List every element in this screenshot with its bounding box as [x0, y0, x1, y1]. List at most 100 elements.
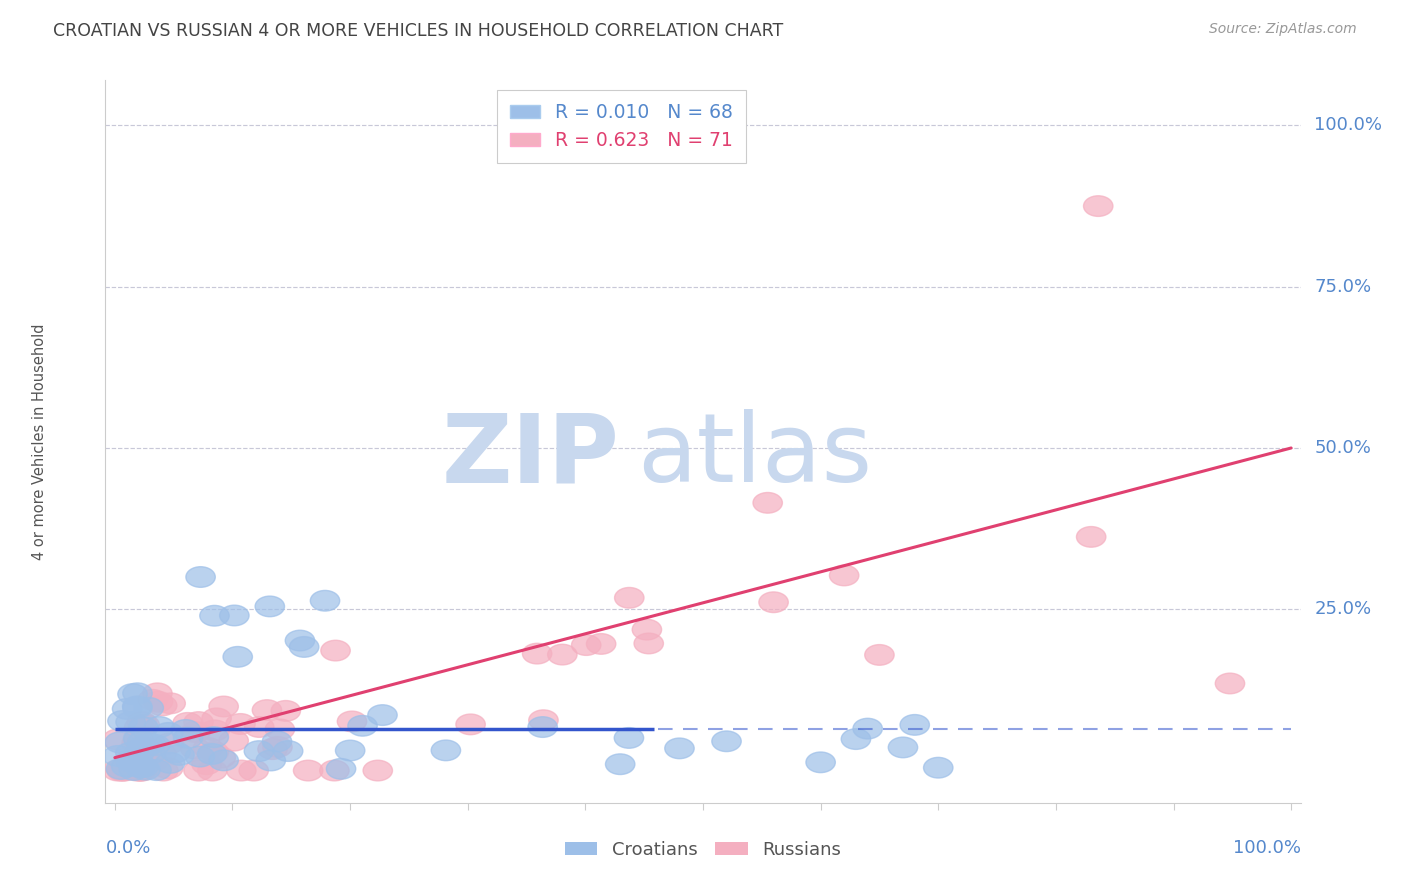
- Ellipse shape: [634, 633, 664, 654]
- Ellipse shape: [112, 698, 142, 719]
- Ellipse shape: [830, 566, 859, 586]
- Ellipse shape: [263, 731, 291, 752]
- Ellipse shape: [263, 737, 292, 757]
- Ellipse shape: [149, 760, 179, 780]
- Ellipse shape: [184, 760, 214, 780]
- Ellipse shape: [142, 760, 172, 780]
- Ellipse shape: [759, 592, 789, 613]
- Ellipse shape: [200, 606, 229, 626]
- Ellipse shape: [172, 720, 201, 740]
- Ellipse shape: [153, 723, 183, 743]
- Ellipse shape: [173, 728, 202, 748]
- Ellipse shape: [853, 718, 883, 739]
- Ellipse shape: [432, 740, 461, 761]
- Ellipse shape: [200, 720, 229, 740]
- Ellipse shape: [180, 739, 209, 759]
- Ellipse shape: [129, 747, 159, 767]
- Text: 4 or more Vehicles in Household: 4 or more Vehicles in Household: [32, 323, 48, 560]
- Ellipse shape: [271, 700, 301, 722]
- Ellipse shape: [127, 760, 156, 780]
- Text: 0.0%: 0.0%: [105, 838, 150, 857]
- Text: 50.0%: 50.0%: [1315, 439, 1371, 457]
- Ellipse shape: [200, 727, 229, 747]
- Ellipse shape: [156, 693, 186, 714]
- Ellipse shape: [160, 742, 190, 763]
- Ellipse shape: [108, 760, 138, 780]
- Ellipse shape: [105, 732, 135, 753]
- Ellipse shape: [368, 705, 396, 725]
- Ellipse shape: [198, 760, 226, 780]
- Ellipse shape: [841, 729, 870, 749]
- Ellipse shape: [321, 640, 350, 661]
- Ellipse shape: [124, 752, 153, 773]
- Text: CROATIAN VS RUSSIAN 4 OR MORE VEHICLES IN HOUSEHOLD CORRELATION CHART: CROATIAN VS RUSSIAN 4 OR MORE VEHICLES I…: [53, 22, 783, 40]
- Ellipse shape: [571, 635, 600, 656]
- Ellipse shape: [256, 750, 285, 771]
- Ellipse shape: [1084, 195, 1114, 217]
- Ellipse shape: [103, 760, 132, 780]
- Ellipse shape: [131, 738, 160, 758]
- Ellipse shape: [111, 756, 141, 777]
- Ellipse shape: [105, 759, 135, 780]
- Ellipse shape: [181, 722, 211, 742]
- Text: 75.0%: 75.0%: [1315, 277, 1372, 296]
- Ellipse shape: [1077, 526, 1107, 547]
- Ellipse shape: [155, 733, 184, 754]
- Ellipse shape: [347, 715, 377, 736]
- Ellipse shape: [122, 696, 152, 716]
- Ellipse shape: [548, 644, 576, 665]
- Ellipse shape: [186, 747, 215, 767]
- Ellipse shape: [219, 731, 249, 751]
- Ellipse shape: [134, 698, 163, 718]
- Ellipse shape: [224, 647, 253, 667]
- Ellipse shape: [606, 754, 636, 774]
- Ellipse shape: [153, 758, 183, 779]
- Ellipse shape: [665, 738, 695, 759]
- Ellipse shape: [117, 748, 146, 770]
- Ellipse shape: [122, 698, 152, 718]
- Ellipse shape: [103, 729, 132, 750]
- Ellipse shape: [128, 731, 157, 752]
- Text: 100.0%: 100.0%: [1315, 117, 1382, 135]
- Ellipse shape: [184, 712, 214, 732]
- Ellipse shape: [252, 699, 281, 721]
- Ellipse shape: [254, 596, 284, 616]
- Ellipse shape: [143, 683, 172, 704]
- Ellipse shape: [117, 751, 146, 772]
- Ellipse shape: [711, 731, 741, 752]
- Ellipse shape: [326, 758, 356, 780]
- Ellipse shape: [200, 742, 229, 763]
- Ellipse shape: [124, 729, 153, 749]
- Text: 25.0%: 25.0%: [1315, 600, 1372, 618]
- Ellipse shape: [115, 742, 145, 764]
- Ellipse shape: [586, 633, 616, 654]
- Ellipse shape: [124, 728, 153, 749]
- Ellipse shape: [207, 747, 236, 768]
- Ellipse shape: [336, 740, 366, 761]
- Ellipse shape: [122, 683, 152, 704]
- Ellipse shape: [363, 760, 392, 780]
- Ellipse shape: [219, 605, 249, 626]
- Ellipse shape: [226, 714, 256, 734]
- Ellipse shape: [257, 739, 287, 759]
- Ellipse shape: [337, 711, 367, 731]
- Ellipse shape: [209, 696, 239, 717]
- Ellipse shape: [146, 743, 176, 764]
- Ellipse shape: [131, 735, 160, 756]
- Ellipse shape: [131, 759, 160, 780]
- Ellipse shape: [173, 713, 202, 733]
- Ellipse shape: [614, 588, 644, 608]
- Ellipse shape: [110, 760, 139, 780]
- Ellipse shape: [125, 760, 155, 780]
- Ellipse shape: [197, 744, 226, 764]
- Ellipse shape: [754, 492, 782, 513]
- Ellipse shape: [134, 735, 163, 756]
- Ellipse shape: [900, 714, 929, 735]
- Ellipse shape: [138, 690, 167, 710]
- Text: atlas: atlas: [637, 409, 872, 502]
- Ellipse shape: [523, 643, 551, 664]
- Ellipse shape: [108, 711, 138, 731]
- Ellipse shape: [239, 760, 269, 780]
- Ellipse shape: [125, 741, 155, 762]
- Ellipse shape: [319, 760, 349, 780]
